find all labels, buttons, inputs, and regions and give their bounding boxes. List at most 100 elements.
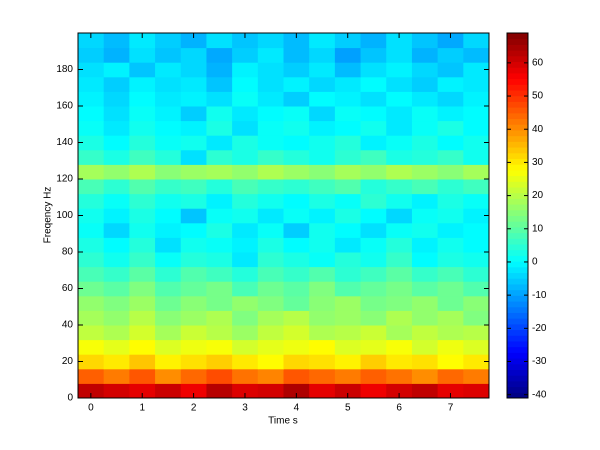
heatmap-cell (309, 208, 336, 224)
heatmap-cell (155, 62, 182, 78)
heatmap-cell (386, 33, 413, 49)
heatmap-cell (180, 237, 207, 253)
heatmap-cell (103, 222, 130, 238)
heatmap-cell (360, 120, 387, 136)
heatmap-cell (232, 164, 259, 180)
heatmap-cell (283, 222, 310, 238)
heatmap-cell (129, 149, 156, 165)
colorbar-band (507, 266, 528, 274)
heatmap-cell (206, 368, 233, 384)
heatmap-cell (334, 281, 362, 297)
heatmap-cell (437, 33, 464, 49)
heatmap-cell (283, 281, 310, 297)
colorbar-band (507, 44, 528, 51)
heatmap-cell (437, 295, 464, 311)
heatmap-cell (360, 339, 387, 355)
heatmap-cell (386, 310, 413, 326)
heatmap-cell (283, 310, 310, 326)
heatmap-cell (386, 179, 413, 195)
colorbar-band (507, 375, 528, 382)
heatmap-cell (103, 354, 130, 370)
colorbar-band (507, 198, 528, 205)
colorbar-band (507, 124, 528, 131)
heatmap-cell (78, 354, 105, 370)
heatmap-cell (103, 106, 130, 122)
heatmap-cell (334, 237, 362, 253)
heatmap-cell (386, 120, 413, 136)
colorbar-band (507, 346, 528, 353)
colorbar-tick-label: 10 (532, 223, 544, 234)
heatmap-cell (386, 281, 413, 297)
heatmap-cell (155, 237, 182, 253)
heatmap-cell (411, 179, 439, 195)
x-tick-label: 7 (448, 403, 454, 414)
heatmap-cell (78, 106, 105, 122)
heatmap-cell (155, 106, 182, 122)
heatmap-cell (463, 76, 490, 92)
heatmap-cell (283, 295, 310, 311)
heatmap-cell (411, 325, 439, 341)
colorbar-band (507, 226, 528, 234)
heatmap-cell (283, 266, 310, 282)
colorbar-tick-label: 50 (532, 91, 544, 102)
colorbar-band (507, 33, 528, 40)
colorbar-band (507, 135, 528, 142)
heatmap-cell (129, 179, 156, 195)
heatmap-cell (334, 295, 362, 311)
heatmap-cell (360, 295, 387, 311)
heatmap-cell (437, 208, 464, 224)
heatmap-cell (386, 62, 413, 78)
heatmap-cell (411, 266, 439, 282)
heatmap-cell (283, 106, 310, 122)
colorbar-band (507, 261, 528, 268)
heatmap-cell (257, 106, 284, 122)
heatmap-cell (360, 76, 387, 92)
heatmap-cell (180, 33, 207, 49)
heatmap-cell (411, 295, 439, 311)
heatmap-cell (155, 325, 182, 341)
heatmap-cell (78, 310, 105, 326)
heatmap-cell (78, 208, 105, 224)
colorbar-tick-label: -20 (532, 323, 547, 334)
colorbar-band (507, 175, 528, 182)
heatmap-cell (155, 33, 182, 49)
heatmap-cell (386, 164, 413, 180)
heatmap-cell (155, 193, 182, 209)
heatmap-cell (411, 149, 439, 165)
heatmap-cell (360, 222, 387, 238)
heatmap-cell (386, 354, 413, 370)
heatmap-cell (78, 91, 105, 107)
heatmap-cell (103, 135, 130, 151)
colorbar-band (507, 112, 528, 120)
heatmap-cell (78, 47, 105, 63)
heatmap-cell (386, 106, 413, 122)
colorbar-band (507, 369, 528, 376)
heatmap-cell (360, 383, 387, 399)
colorbar-band (507, 392, 528, 399)
heatmap-cell (309, 237, 336, 253)
heatmap-cell (283, 120, 310, 136)
heatmap-cell (437, 325, 464, 341)
heatmap-cell (129, 310, 156, 326)
heatmap-cell (232, 354, 259, 370)
heatmap-cell (309, 33, 336, 49)
heatmap-cell (386, 339, 413, 355)
y-tick-label: 140 (56, 137, 73, 148)
colorbar-band (507, 352, 528, 359)
heatmap-cell (103, 325, 130, 341)
heatmap-cell (257, 252, 284, 268)
heatmap-cell (334, 252, 362, 268)
colorbar-band (507, 78, 528, 85)
heatmap-cell (155, 310, 182, 326)
heatmap-cell (257, 91, 284, 107)
heatmap-cell (437, 76, 464, 92)
colorbar-band (507, 72, 528, 80)
heatmap-cell (309, 120, 336, 136)
heatmap-cell (78, 120, 105, 136)
heatmap-cell (437, 222, 464, 238)
heatmap-cell (78, 281, 105, 297)
heatmap-cell (437, 106, 464, 122)
heatmap-cell (129, 135, 156, 151)
heatmap-cell (463, 368, 490, 384)
heatmap-cell (463, 383, 490, 399)
